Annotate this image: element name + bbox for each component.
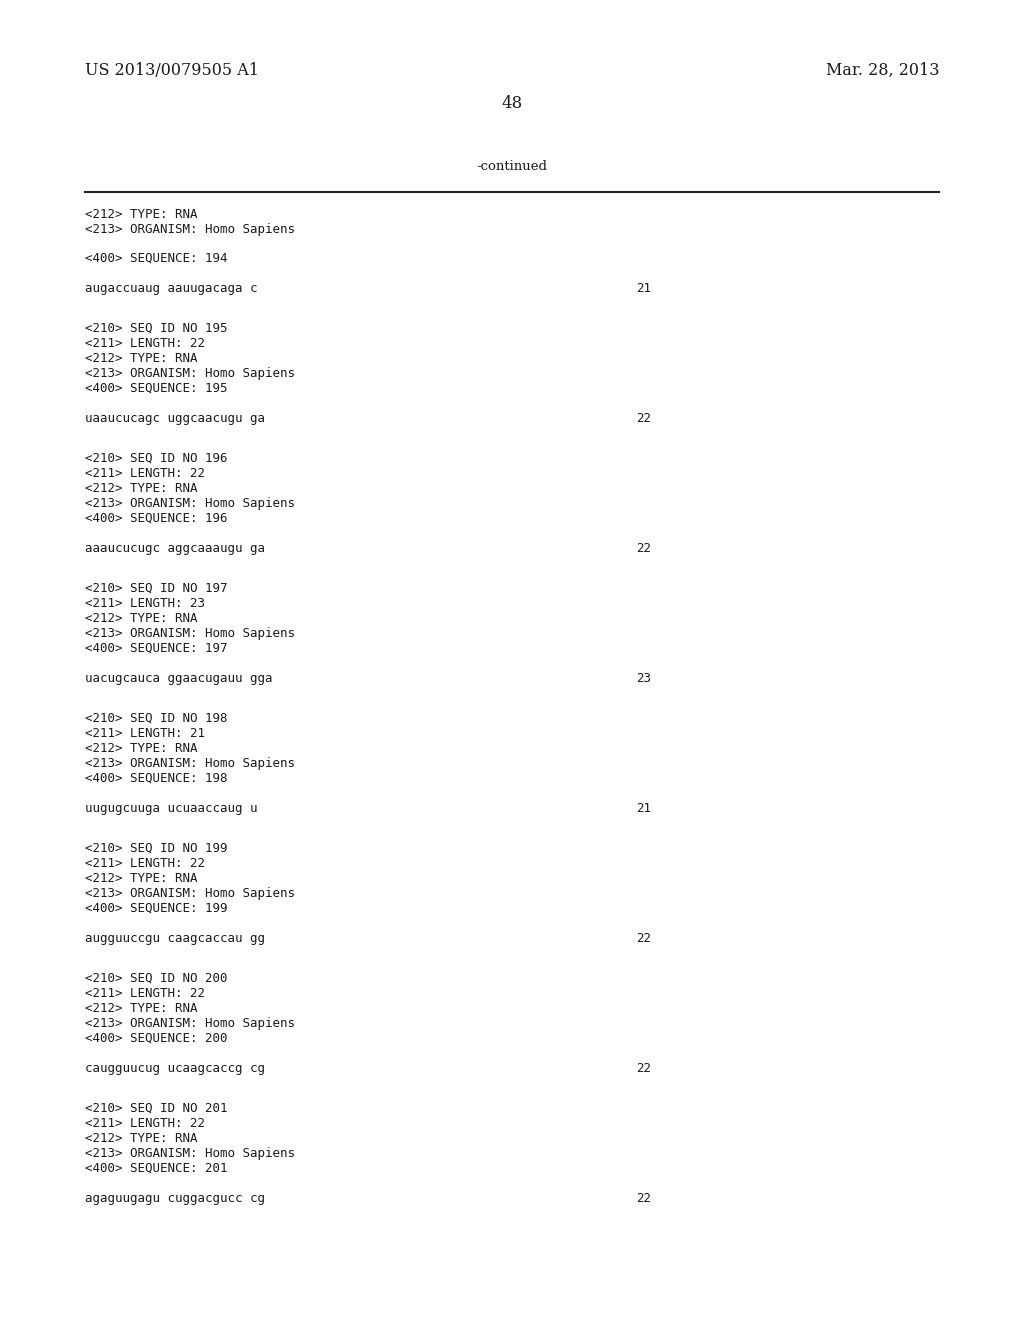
Text: Mar. 28, 2013: Mar. 28, 2013 xyxy=(825,62,939,79)
Text: <213> ORGANISM: Homo Sapiens: <213> ORGANISM: Homo Sapiens xyxy=(85,1147,295,1160)
Text: <213> ORGANISM: Homo Sapiens: <213> ORGANISM: Homo Sapiens xyxy=(85,223,295,236)
Text: <212> TYPE: RNA: <212> TYPE: RNA xyxy=(85,209,198,220)
Text: <212> TYPE: RNA: <212> TYPE: RNA xyxy=(85,1002,198,1015)
Text: 22: 22 xyxy=(636,412,651,425)
Text: 22: 22 xyxy=(636,1063,651,1074)
Text: 21: 21 xyxy=(636,282,651,294)
Text: <212> TYPE: RNA: <212> TYPE: RNA xyxy=(85,612,198,624)
Text: <400> SEQUENCE: 200: <400> SEQUENCE: 200 xyxy=(85,1032,227,1045)
Text: <400> SEQUENCE: 198: <400> SEQUENCE: 198 xyxy=(85,772,227,785)
Text: <212> TYPE: RNA: <212> TYPE: RNA xyxy=(85,352,198,366)
Text: <210> SEQ ID NO 198: <210> SEQ ID NO 198 xyxy=(85,711,227,725)
Text: <210> SEQ ID NO 196: <210> SEQ ID NO 196 xyxy=(85,451,227,465)
Text: <210> SEQ ID NO 200: <210> SEQ ID NO 200 xyxy=(85,972,227,985)
Text: <213> ORGANISM: Homo Sapiens: <213> ORGANISM: Homo Sapiens xyxy=(85,887,295,900)
Text: <213> ORGANISM: Homo Sapiens: <213> ORGANISM: Homo Sapiens xyxy=(85,498,295,510)
Text: <212> TYPE: RNA: <212> TYPE: RNA xyxy=(85,873,198,884)
Text: uugugcuuga ucuaaccaug u: uugugcuuga ucuaaccaug u xyxy=(85,803,257,814)
Text: 48: 48 xyxy=(502,95,522,112)
Text: agaguugagu cuggacgucc cg: agaguugagu cuggacgucc cg xyxy=(85,1192,265,1205)
Text: <400> SEQUENCE: 199: <400> SEQUENCE: 199 xyxy=(85,902,227,915)
Text: <211> LENGTH: 22: <211> LENGTH: 22 xyxy=(85,337,205,350)
Text: 23: 23 xyxy=(636,672,651,685)
Text: <212> TYPE: RNA: <212> TYPE: RNA xyxy=(85,482,198,495)
Text: <213> ORGANISM: Homo Sapiens: <213> ORGANISM: Homo Sapiens xyxy=(85,1016,295,1030)
Text: <400> SEQUENCE: 194: <400> SEQUENCE: 194 xyxy=(85,252,227,265)
Text: <211> LENGTH: 23: <211> LENGTH: 23 xyxy=(85,597,205,610)
Text: <213> ORGANISM: Homo Sapiens: <213> ORGANISM: Homo Sapiens xyxy=(85,756,295,770)
Text: 22: 22 xyxy=(636,543,651,554)
Text: <210> SEQ ID NO 197: <210> SEQ ID NO 197 xyxy=(85,582,227,595)
Text: <400> SEQUENCE: 201: <400> SEQUENCE: 201 xyxy=(85,1162,227,1175)
Text: <212> TYPE: RNA: <212> TYPE: RNA xyxy=(85,1133,198,1144)
Text: aaaucucugc aggcaaaugu ga: aaaucucugc aggcaaaugu ga xyxy=(85,543,265,554)
Text: uaaucucagc uggcaacugu ga: uaaucucagc uggcaacugu ga xyxy=(85,412,265,425)
Text: US 2013/0079505 A1: US 2013/0079505 A1 xyxy=(85,62,259,79)
Text: -continued: -continued xyxy=(476,160,548,173)
Text: <210> SEQ ID NO 201: <210> SEQ ID NO 201 xyxy=(85,1102,227,1115)
Text: augguuccgu caagcaccau gg: augguuccgu caagcaccau gg xyxy=(85,932,265,945)
Text: <400> SEQUENCE: 196: <400> SEQUENCE: 196 xyxy=(85,512,227,525)
Text: uacugcauca ggaacugauu gga: uacugcauca ggaacugauu gga xyxy=(85,672,272,685)
Text: <213> ORGANISM: Homo Sapiens: <213> ORGANISM: Homo Sapiens xyxy=(85,627,295,640)
Text: <400> SEQUENCE: 197: <400> SEQUENCE: 197 xyxy=(85,642,227,655)
Text: <211> LENGTH: 22: <211> LENGTH: 22 xyxy=(85,467,205,480)
Text: <211> LENGTH: 22: <211> LENGTH: 22 xyxy=(85,1117,205,1130)
Text: caugguucug ucaagcaccg cg: caugguucug ucaagcaccg cg xyxy=(85,1063,265,1074)
Text: augaccuaug aauugacaga c: augaccuaug aauugacaga c xyxy=(85,282,257,294)
Text: <213> ORGANISM: Homo Sapiens: <213> ORGANISM: Homo Sapiens xyxy=(85,367,295,380)
Text: <211> LENGTH: 22: <211> LENGTH: 22 xyxy=(85,857,205,870)
Text: 22: 22 xyxy=(636,1192,651,1205)
Text: <211> LENGTH: 21: <211> LENGTH: 21 xyxy=(85,727,205,741)
Text: 21: 21 xyxy=(636,803,651,814)
Text: <210> SEQ ID NO 195: <210> SEQ ID NO 195 xyxy=(85,322,227,335)
Text: 22: 22 xyxy=(636,932,651,945)
Text: <400> SEQUENCE: 195: <400> SEQUENCE: 195 xyxy=(85,381,227,395)
Text: <211> LENGTH: 22: <211> LENGTH: 22 xyxy=(85,987,205,1001)
Text: <210> SEQ ID NO 199: <210> SEQ ID NO 199 xyxy=(85,842,227,855)
Text: <212> TYPE: RNA: <212> TYPE: RNA xyxy=(85,742,198,755)
